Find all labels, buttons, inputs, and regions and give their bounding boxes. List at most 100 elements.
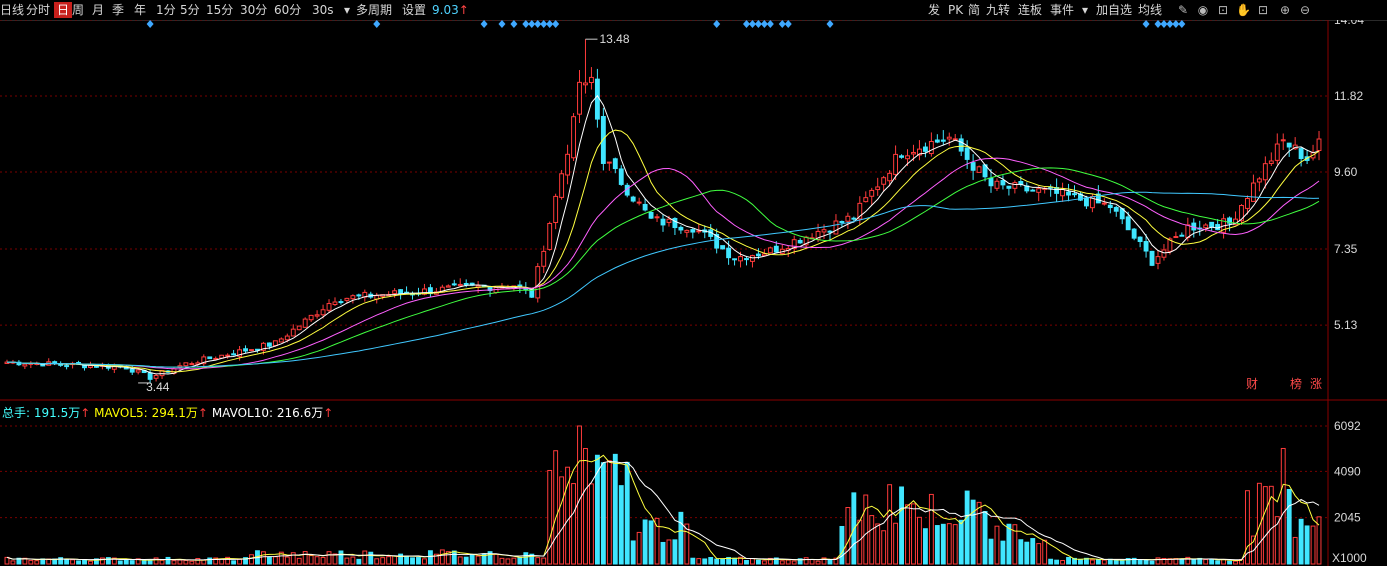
tool-button-1[interactable]: PK (948, 3, 964, 17)
volume-bar (344, 557, 350, 565)
tool-button-6[interactable]: 加自选 (1096, 3, 1133, 17)
volume-bar (302, 551, 308, 565)
hand-icon[interactable]: ✋ (1236, 3, 1251, 17)
volume-bar (541, 557, 547, 565)
volume-bar (946, 523, 952, 565)
candle-body (744, 258, 749, 261)
candle-body (636, 201, 642, 204)
candle-body (911, 151, 916, 155)
period-dropdown-icon[interactable]: ▾ (344, 3, 351, 17)
period-tab-5[interactable]: 季 (112, 3, 125, 17)
period-tab-7[interactable]: 1分 (156, 3, 176, 17)
period-tab-14[interactable]: 设置 (402, 3, 427, 17)
volume-bar (1143, 559, 1149, 565)
volume-bar (1119, 560, 1125, 565)
volume-bar (4, 556, 10, 565)
period-tab-2[interactable]: 日 (54, 2, 73, 18)
tool-button-7[interactable]: 均线 (1138, 3, 1163, 17)
candle-body (1113, 206, 1119, 212)
candle-body (690, 229, 696, 233)
period-tab-12[interactable]: 30s (312, 3, 334, 17)
period-tab-13[interactable]: 多周期 (356, 3, 393, 17)
candle-body (445, 285, 451, 288)
candle-body (308, 314, 314, 321)
volume-bar (272, 556, 278, 565)
volume-bar (499, 557, 505, 565)
volume-bar (690, 557, 696, 565)
volume-bar (380, 557, 386, 565)
finance-tag[interactable]: 财 (1246, 377, 1259, 391)
candle-body (1185, 224, 1191, 238)
period-tab-0[interactable]: 日线 (0, 3, 25, 17)
candle-body (1298, 148, 1304, 160)
lock-icon[interactable]: ⊡ (1217, 3, 1229, 17)
eye-icon[interactable]: ◉ (1197, 3, 1209, 17)
volume-bar (487, 551, 493, 565)
period-tab-3[interactable]: 周 (72, 3, 85, 17)
candle-body (64, 365, 70, 368)
ma20-line (6, 157, 1320, 370)
candle-body (714, 233, 720, 249)
volume-bar (714, 558, 720, 565)
volume-bar (398, 553, 404, 565)
event-dropdown-icon[interactable]: ▾ (1082, 3, 1089, 17)
volume-bar (427, 550, 433, 565)
volume-bar (1030, 538, 1036, 565)
period-tab-4[interactable]: 月 (92, 3, 105, 17)
candle-body (183, 362, 189, 367)
volume-bar (678, 511, 684, 565)
period-tab-6[interactable]: 年 (134, 3, 147, 17)
candle-body (594, 78, 600, 120)
period-tab-9[interactable]: 15分 (206, 3, 234, 17)
candle-body (1107, 204, 1113, 209)
volume-bar (833, 557, 839, 565)
period-tab-8[interactable]: 5分 (180, 3, 200, 17)
tool-button-3[interactable]: 九转 (986, 3, 1011, 17)
volume-axis-label: 2045 (1334, 511, 1361, 525)
volume-bar (1245, 490, 1250, 565)
period-tab-10[interactable]: 30分 (240, 3, 268, 17)
volume-bar (750, 558, 755, 565)
volume-bar (332, 553, 338, 565)
volume-bar (1113, 559, 1119, 565)
candle-body (666, 218, 672, 223)
volume-bar (1131, 557, 1137, 565)
volume-bar (1280, 447, 1286, 565)
up-arrow-icon: ↑ (80, 406, 91, 420)
signal-diamond-icon (546, 20, 554, 28)
volume-axis-label: 6092 (1334, 419, 1361, 433)
zoom-out-icon[interactable]: ⊖ (1299, 3, 1311, 17)
candle-body (905, 155, 910, 160)
volume-bar (1179, 559, 1185, 565)
volume-bar (988, 538, 994, 565)
period-tab-11[interactable]: 60分 (274, 3, 302, 17)
draw-icon[interactable]: ✎ (1177, 3, 1189, 17)
zoom-in-icon[interactable]: ⊕ (1279, 3, 1291, 17)
candle-body (135, 369, 141, 373)
volume-bar (314, 556, 320, 565)
candle-body (1066, 191, 1071, 196)
signal-diamond-icon (528, 20, 536, 28)
candle-body (642, 203, 648, 211)
volume-bar (1167, 558, 1173, 565)
limit-up-tag[interactable]: 涨 (1310, 377, 1323, 391)
tool-button-2[interactable]: 简 (968, 3, 981, 17)
volume-bar (648, 520, 654, 565)
period-tab-1[interactable]: 分时 (26, 3, 51, 17)
mavol5-value: 294.1万 (151, 406, 198, 420)
price-axis-label: 11.82 (1334, 89, 1363, 103)
candle-body (392, 290, 398, 294)
volume-bar (899, 486, 904, 565)
tool-button-5[interactable]: 事件 (1050, 3, 1075, 17)
candle-body (1095, 193, 1101, 204)
volume-bar (565, 466, 571, 565)
tool-button-0[interactable]: 发 (928, 3, 941, 17)
lock-open-icon[interactable]: ⊡ (1257, 3, 1269, 17)
candle-body (964, 147, 970, 160)
volume-bar (887, 484, 893, 565)
tool-button-4[interactable]: 连板 (1018, 3, 1043, 17)
signal-diamond-icon (1160, 20, 1168, 28)
rank-tag[interactable]: 榜 (1290, 377, 1303, 391)
volume-bar (1072, 557, 1077, 565)
candle-body (457, 283, 463, 287)
